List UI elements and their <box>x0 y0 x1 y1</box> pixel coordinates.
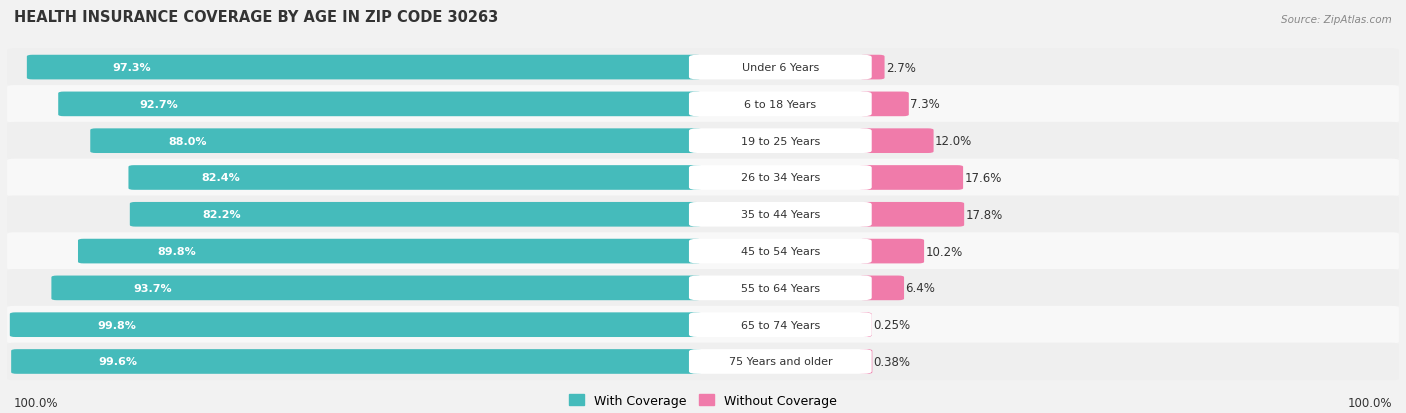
FancyBboxPatch shape <box>859 129 934 154</box>
FancyBboxPatch shape <box>7 269 1399 307</box>
FancyBboxPatch shape <box>7 86 1399 123</box>
Text: 10.2%: 10.2% <box>925 245 963 258</box>
FancyBboxPatch shape <box>859 56 884 80</box>
FancyBboxPatch shape <box>859 202 965 227</box>
FancyBboxPatch shape <box>77 239 702 264</box>
FancyBboxPatch shape <box>7 159 1399 197</box>
FancyBboxPatch shape <box>7 49 1399 87</box>
Text: 35 to 44 Years: 35 to 44 Years <box>741 210 820 220</box>
FancyBboxPatch shape <box>7 123 1399 160</box>
Text: 100.0%: 100.0% <box>14 396 59 409</box>
Text: 45 to 54 Years: 45 to 54 Years <box>741 247 820 256</box>
FancyBboxPatch shape <box>11 349 702 374</box>
Text: 12.0%: 12.0% <box>935 135 972 148</box>
Legend: With Coverage, Without Coverage: With Coverage, Without Coverage <box>569 394 837 407</box>
Text: 92.7%: 92.7% <box>139 100 179 109</box>
FancyBboxPatch shape <box>689 202 872 227</box>
Text: 26 to 34 Years: 26 to 34 Years <box>741 173 820 183</box>
FancyBboxPatch shape <box>859 239 924 264</box>
FancyBboxPatch shape <box>689 129 872 154</box>
Text: 0.38%: 0.38% <box>873 355 911 368</box>
Text: 65 to 74 Years: 65 to 74 Years <box>741 320 820 330</box>
FancyBboxPatch shape <box>90 129 702 154</box>
Text: 97.3%: 97.3% <box>112 63 150 73</box>
FancyBboxPatch shape <box>689 239 872 264</box>
FancyBboxPatch shape <box>7 233 1399 270</box>
FancyBboxPatch shape <box>7 343 1399 380</box>
FancyBboxPatch shape <box>52 276 702 301</box>
Text: HEALTH INSURANCE COVERAGE BY AGE IN ZIP CODE 30263: HEALTH INSURANCE COVERAGE BY AGE IN ZIP … <box>14 10 498 25</box>
FancyBboxPatch shape <box>129 202 702 227</box>
FancyBboxPatch shape <box>128 166 702 190</box>
FancyBboxPatch shape <box>689 349 872 374</box>
Text: 99.6%: 99.6% <box>98 356 138 367</box>
FancyBboxPatch shape <box>689 166 872 190</box>
Text: 88.0%: 88.0% <box>167 136 207 146</box>
FancyBboxPatch shape <box>689 93 872 117</box>
Text: 75 Years and older: 75 Years and older <box>728 356 832 367</box>
FancyBboxPatch shape <box>859 93 908 117</box>
FancyBboxPatch shape <box>859 166 963 190</box>
Text: 82.2%: 82.2% <box>202 210 242 220</box>
FancyBboxPatch shape <box>27 56 702 80</box>
Text: 17.8%: 17.8% <box>966 208 1002 221</box>
FancyBboxPatch shape <box>859 313 872 337</box>
Text: 82.4%: 82.4% <box>201 173 240 183</box>
Text: 55 to 64 Years: 55 to 64 Years <box>741 283 820 293</box>
Text: 100.0%: 100.0% <box>1347 396 1392 409</box>
Text: 2.7%: 2.7% <box>886 62 915 74</box>
FancyBboxPatch shape <box>859 349 872 374</box>
Text: 93.7%: 93.7% <box>134 283 173 293</box>
FancyBboxPatch shape <box>689 276 872 301</box>
Text: 89.8%: 89.8% <box>157 247 195 256</box>
Text: Under 6 Years: Under 6 Years <box>742 63 818 73</box>
Text: 99.8%: 99.8% <box>97 320 136 330</box>
FancyBboxPatch shape <box>7 196 1399 233</box>
Text: 6 to 18 Years: 6 to 18 Years <box>744 100 817 109</box>
Text: 0.25%: 0.25% <box>873 318 910 331</box>
Text: 6.4%: 6.4% <box>905 282 935 294</box>
Text: Source: ZipAtlas.com: Source: ZipAtlas.com <box>1281 15 1392 25</box>
FancyBboxPatch shape <box>7 306 1399 344</box>
FancyBboxPatch shape <box>689 313 872 337</box>
Text: 7.3%: 7.3% <box>910 98 941 111</box>
Text: 17.6%: 17.6% <box>965 171 1002 185</box>
FancyBboxPatch shape <box>10 313 702 337</box>
FancyBboxPatch shape <box>859 276 904 301</box>
FancyBboxPatch shape <box>58 93 702 117</box>
FancyBboxPatch shape <box>689 56 872 80</box>
Text: 19 to 25 Years: 19 to 25 Years <box>741 136 820 146</box>
